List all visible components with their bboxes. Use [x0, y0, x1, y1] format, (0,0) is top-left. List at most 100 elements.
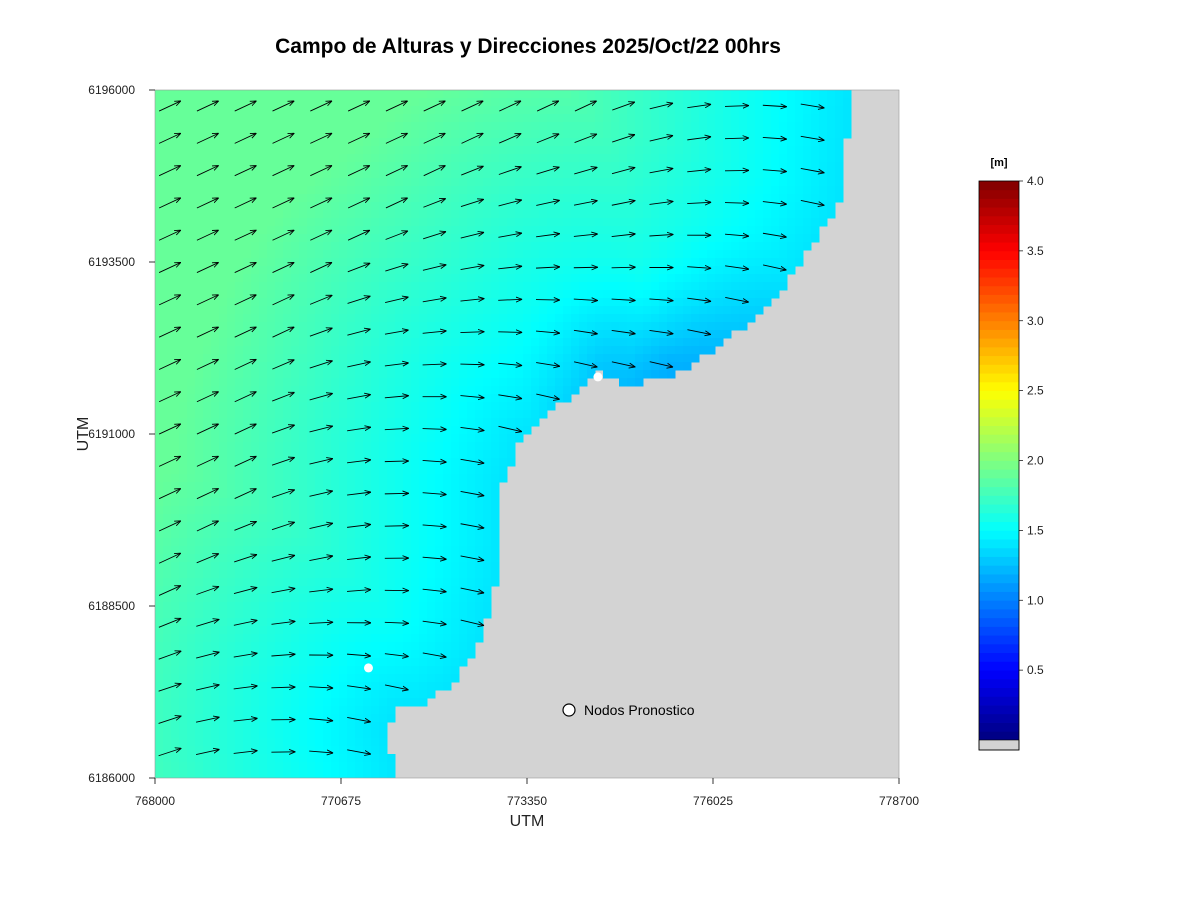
height-cell	[251, 394, 260, 403]
height-cell	[195, 730, 204, 739]
height-cell	[275, 682, 284, 691]
height-cell	[155, 546, 164, 555]
height-cell	[379, 386, 388, 395]
height-cell	[235, 474, 244, 483]
height-cell	[755, 106, 764, 115]
height-cell	[443, 154, 452, 163]
height-cell	[187, 362, 196, 371]
height-cell	[499, 170, 508, 179]
height-cell	[483, 498, 492, 507]
height-cell	[811, 186, 820, 195]
height-cell	[755, 122, 764, 131]
height-cell	[179, 530, 188, 539]
height-cell	[739, 170, 748, 179]
height-cell	[283, 450, 292, 459]
height-cell	[611, 218, 620, 227]
height-cell	[795, 130, 804, 139]
height-cell	[739, 258, 748, 267]
height-cell	[659, 258, 668, 267]
height-cell	[387, 674, 396, 683]
height-cell	[707, 194, 716, 203]
height-cell	[595, 274, 604, 283]
height-cell	[419, 170, 428, 179]
height-cell	[219, 410, 228, 419]
height-cell	[499, 234, 508, 243]
height-cell	[339, 690, 348, 699]
height-cell	[467, 242, 476, 251]
height-cell	[363, 658, 372, 667]
height-cell	[827, 210, 836, 219]
height-cell	[547, 146, 556, 155]
height-cell	[659, 98, 668, 107]
height-cell	[483, 426, 492, 435]
height-cell	[667, 130, 676, 139]
height-cell	[315, 594, 324, 603]
height-cell	[515, 314, 524, 323]
height-cell	[307, 418, 316, 427]
height-cell	[371, 250, 380, 259]
height-cell	[315, 722, 324, 731]
height-cell	[299, 466, 308, 475]
height-cell	[171, 666, 180, 675]
height-cell	[515, 322, 524, 331]
height-cell	[483, 474, 492, 483]
height-cell	[691, 170, 700, 179]
height-cell	[595, 186, 604, 195]
height-cell	[603, 298, 612, 307]
height-cell	[451, 482, 460, 491]
height-cell	[179, 626, 188, 635]
height-cell	[283, 426, 292, 435]
height-cell	[451, 434, 460, 443]
height-cell	[243, 202, 252, 211]
height-cell	[371, 154, 380, 163]
height-cell	[299, 514, 308, 523]
height-cell	[651, 170, 660, 179]
height-cell	[459, 570, 468, 579]
height-cell	[371, 666, 380, 675]
height-cell	[355, 282, 364, 291]
height-cell	[243, 530, 252, 539]
height-cell	[659, 226, 668, 235]
height-cell	[203, 362, 212, 371]
height-cell	[171, 562, 180, 571]
height-cell	[227, 506, 236, 515]
height-cell	[155, 258, 164, 267]
height-cell	[315, 450, 324, 459]
height-cell	[387, 410, 396, 419]
height-cell	[643, 98, 652, 107]
height-cell	[395, 410, 404, 419]
height-cell	[323, 114, 332, 123]
height-cell	[555, 370, 564, 379]
height-cell	[187, 434, 196, 443]
height-cell	[555, 290, 564, 299]
height-cell	[459, 394, 468, 403]
height-cell	[475, 474, 484, 483]
height-cell	[483, 146, 492, 155]
height-cell	[811, 98, 820, 107]
height-cell	[411, 106, 420, 115]
height-cell	[347, 106, 356, 115]
height-cell	[371, 202, 380, 211]
height-cell	[299, 90, 308, 99]
height-cell	[491, 546, 500, 555]
height-cell	[283, 546, 292, 555]
height-cell	[243, 354, 252, 363]
height-cell	[307, 338, 316, 347]
height-cell	[283, 194, 292, 203]
height-cell	[315, 146, 324, 155]
height-cell	[427, 658, 436, 667]
height-cell	[699, 266, 708, 275]
height-cell	[675, 314, 684, 323]
height-cell	[307, 538, 316, 547]
height-cell	[371, 522, 380, 531]
height-cell	[563, 218, 572, 227]
height-cell	[539, 362, 548, 371]
height-cell	[563, 146, 572, 155]
height-cell	[595, 338, 604, 347]
height-cell	[459, 90, 468, 99]
height-cell	[259, 202, 268, 211]
height-cell	[499, 282, 508, 291]
height-cell	[243, 546, 252, 555]
height-cell	[475, 610, 484, 619]
height-cell	[299, 258, 308, 267]
